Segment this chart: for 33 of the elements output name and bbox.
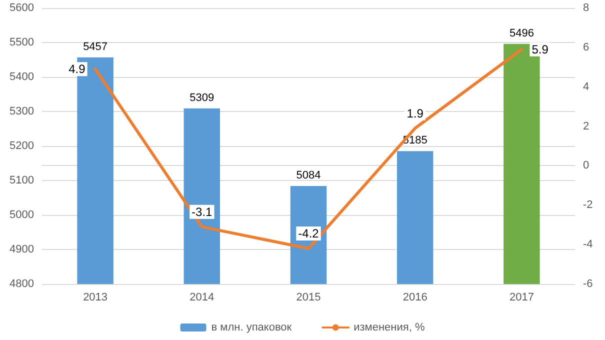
y2-tick-label: 0 bbox=[583, 160, 590, 172]
y-tick-label: 5600 bbox=[10, 2, 34, 14]
y2-tick-label: -6 bbox=[583, 278, 593, 290]
y-tick-label: 5200 bbox=[10, 140, 34, 152]
x-tick-label: 2014 bbox=[190, 292, 214, 304]
y-tick-label: 5500 bbox=[10, 36, 34, 48]
legend-label: в млн. упаковок bbox=[211, 322, 292, 334]
data-label: 5496 bbox=[509, 27, 534, 40]
data-label: 5.9 bbox=[532, 42, 549, 56]
y-tick-label: 4800 bbox=[10, 278, 34, 290]
y2-tick-label: 2 bbox=[583, 120, 590, 132]
y2-tick-label: 4 bbox=[583, 80, 590, 93]
data-label: -3.1 bbox=[192, 204, 213, 219]
data-label: 4.9 bbox=[68, 62, 86, 76]
y2-tick-label: -2 bbox=[583, 199, 593, 212]
data-label: 5309 bbox=[190, 92, 214, 104]
y-tick-label: 5000 bbox=[10, 209, 34, 221]
y-tick-label: 4900 bbox=[10, 244, 34, 256]
y2-tick-label: 6 bbox=[583, 41, 590, 54]
x-tick-label: 2015 bbox=[296, 292, 321, 304]
x-tick-label: 2016 bbox=[402, 292, 428, 304]
y2-tick-label: -4 bbox=[583, 238, 593, 251]
data-label: -4.2 bbox=[298, 226, 320, 241]
legend-label: изменения, % bbox=[354, 322, 425, 334]
data-label: 5084 bbox=[296, 170, 321, 182]
y-tick-label: 5300 bbox=[10, 106, 34, 118]
x-tick-label: 2017 bbox=[509, 292, 534, 304]
y2-tick-label: 8 bbox=[583, 2, 590, 14]
y-tick-label: 5400 bbox=[10, 71, 34, 83]
x-tick-label: 2013 bbox=[83, 292, 108, 304]
data-label: 1.9 bbox=[406, 106, 424, 120]
y-tick-label: 5100 bbox=[10, 174, 34, 186]
data-label: 5457 bbox=[83, 40, 108, 53]
